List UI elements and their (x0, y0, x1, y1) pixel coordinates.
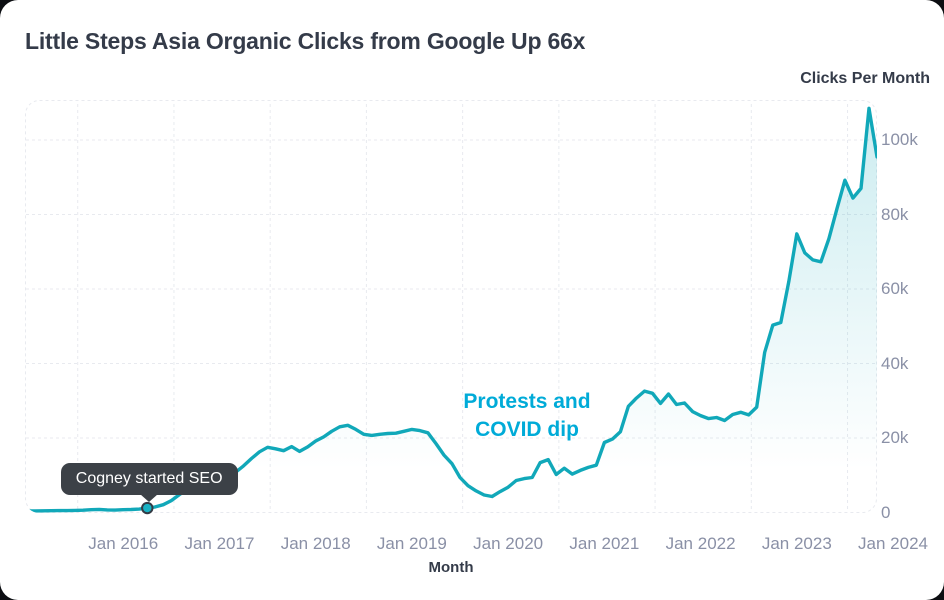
y-tick-label: 100k (881, 130, 918, 149)
y-axis-title: Clicks Per Month (800, 70, 930, 87)
x-tick-label: Jan 2017 (184, 534, 255, 553)
y-tick-label: 20k (881, 428, 909, 447)
y-tick-label: 60k (881, 279, 909, 298)
x-tick-label: Jan 2018 (280, 534, 351, 553)
y-tick-label: 80k (881, 204, 909, 224)
y-tick-label: 0 (881, 502, 891, 522)
x-tick-label: Jan 2020 (473, 534, 544, 553)
tooltip-pointer (140, 494, 159, 503)
seo-start-marker[interactable] (141, 501, 154, 515)
covid-annotation: Protests and COVID dip (424, 388, 630, 444)
seo-tooltip: Cogney started SEO (60, 463, 238, 503)
area-fill (27, 108, 877, 512)
x-tick-label: Jan 2022 (665, 534, 736, 553)
x-tick-label: Jan 2016 (88, 534, 159, 553)
seo-tooltip-text: Cogney started SEO (75, 470, 223, 488)
covid-annotation-line2: COVID dip (475, 418, 579, 441)
covid-annotation-line1: Protests and (463, 390, 591, 413)
y-tick-label: 40k (881, 353, 909, 373)
x-tick-label: Jan 2024 (858, 534, 929, 553)
x-tick-label: Jan 2021 (569, 534, 640, 553)
x-axis-title: Month (428, 559, 474, 576)
plot-border (25, 100, 877, 513)
x-tick-label: Jan 2023 (761, 534, 832, 553)
series-line (25, 106, 877, 513)
x-tick-label: Jan 2019 (376, 534, 447, 553)
chart-title: Little Steps Asia Organic Clicks from Go… (25, 28, 586, 54)
